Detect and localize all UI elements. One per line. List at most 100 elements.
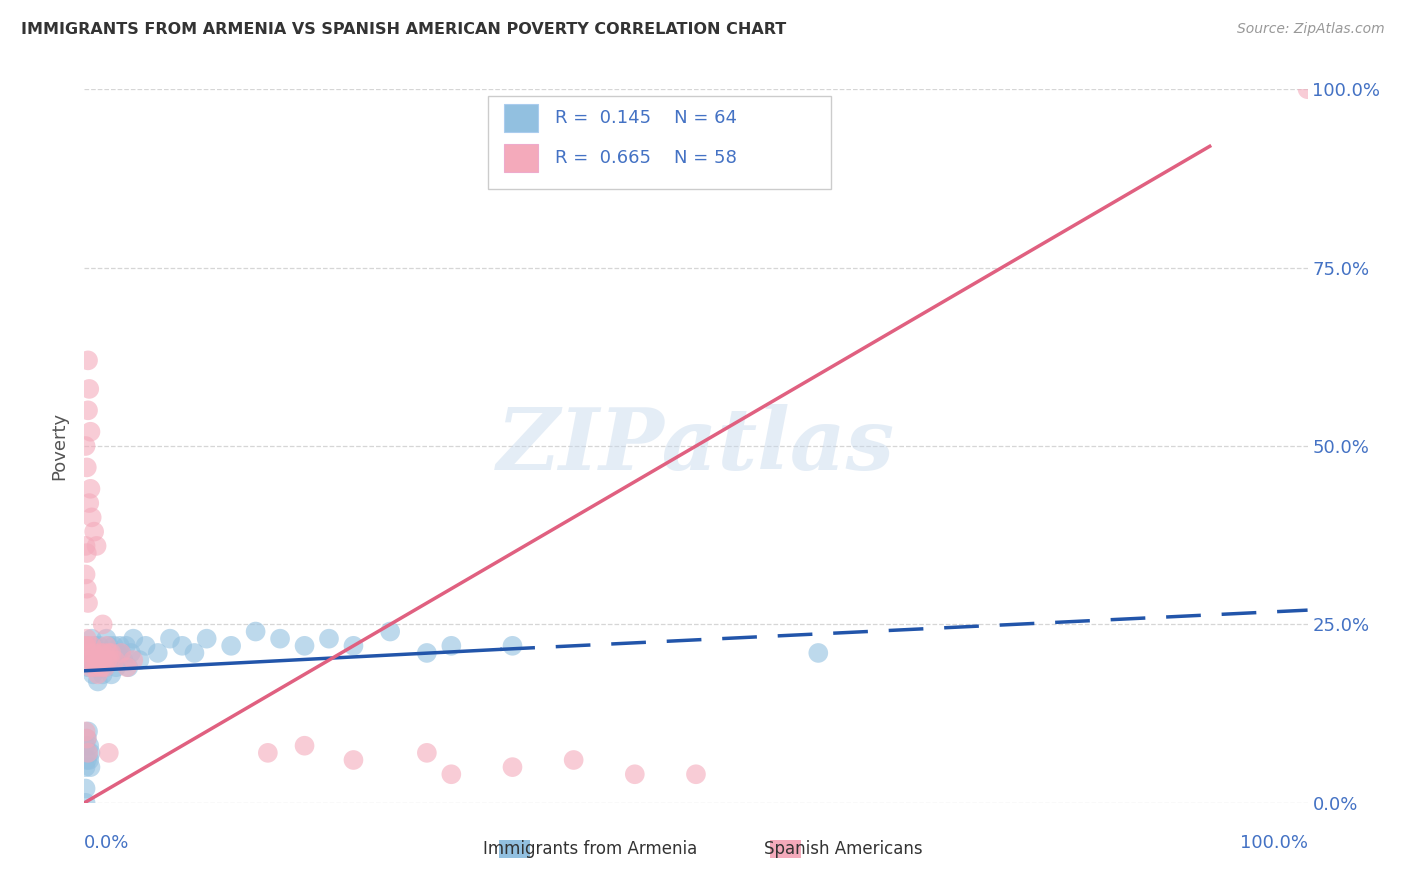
Point [98, 653, 121, 667]
Point [77, 596, 100, 610]
Point [76, 639, 98, 653]
Point [83, 524, 105, 539]
Point [82, 653, 104, 667]
Point [115, 639, 138, 653]
Point [112, 653, 135, 667]
Point [90, 660, 112, 674]
Point [77, 403, 100, 417]
Point [100, 667, 122, 681]
Point [117, 660, 139, 674]
Point [562, 753, 585, 767]
Point [75, 439, 97, 453]
Point [440, 639, 463, 653]
Y-axis label: Poverty: Poverty [51, 412, 69, 480]
Point [416, 746, 439, 760]
Point [97, 653, 120, 667]
Point [75, 796, 97, 810]
Point [624, 767, 647, 781]
Point [76, 460, 98, 475]
Point [79, 760, 101, 774]
Point [90, 646, 112, 660]
Point [110, 646, 132, 660]
Point [100, 646, 122, 660]
Point [79, 482, 101, 496]
Point [96, 632, 118, 646]
Point [93, 646, 115, 660]
Point [104, 646, 127, 660]
Point [80, 639, 103, 653]
Point [77, 353, 100, 368]
Point [105, 660, 128, 674]
Point [97, 639, 120, 653]
Point [135, 639, 157, 653]
Point [94, 660, 117, 674]
Point [195, 632, 218, 646]
Point [77, 746, 100, 760]
Point [86, 653, 108, 667]
Point [128, 653, 150, 667]
Text: IMMIGRANTS FROM ARMENIA VS SPANISH AMERICAN POVERTY CORRELATION CHART: IMMIGRANTS FROM ARMENIA VS SPANISH AMERI… [21, 22, 786, 37]
Point [122, 653, 145, 667]
Point [76, 753, 98, 767]
Point [89, 646, 111, 660]
Point [82, 667, 104, 681]
Point [77, 382, 100, 396]
Point [257, 746, 280, 760]
Point [1296, 82, 1319, 96]
Text: 0.0%: 0.0% [84, 834, 129, 852]
Point [77, 646, 100, 660]
Point [76, 546, 98, 560]
Text: R =  0.145    N = 64: R = 0.145 N = 64 [555, 109, 737, 127]
Point [115, 660, 138, 674]
Point [87, 667, 110, 681]
Text: Spanish Americans: Spanish Americans [765, 840, 922, 858]
Point [146, 646, 169, 660]
Point [416, 646, 439, 660]
Point [440, 767, 463, 781]
Bar [503, 103, 538, 132]
Point [96, 639, 118, 653]
Point [84, 660, 107, 674]
Point [245, 624, 267, 639]
Point [79, 660, 101, 674]
Point [91, 617, 114, 632]
Point [77, 660, 100, 674]
Point [76, 731, 98, 746]
Text: 100.0%: 100.0% [1240, 834, 1308, 852]
Point [502, 639, 524, 653]
Point [120, 646, 142, 660]
Point [294, 739, 316, 753]
Point [75, 639, 97, 653]
Point [75, 760, 97, 774]
Point [87, 653, 110, 667]
Point [80, 510, 103, 524]
Point [219, 639, 242, 653]
Point [342, 639, 364, 653]
Point [77, 753, 100, 767]
Point [76, 731, 98, 746]
Point [97, 653, 120, 667]
Point [87, 674, 110, 689]
Text: Immigrants from Armenia: Immigrants from Armenia [484, 840, 697, 858]
Point [77, 739, 100, 753]
Point [107, 653, 129, 667]
Point [122, 632, 145, 646]
Point [318, 632, 340, 646]
Bar [503, 145, 538, 172]
Point [79, 653, 101, 667]
Point [110, 646, 132, 660]
Point [77, 646, 100, 660]
Point [84, 660, 107, 674]
Point [183, 646, 205, 660]
Point [101, 653, 124, 667]
Point [91, 653, 114, 667]
Point [685, 767, 707, 781]
Point [75, 781, 97, 796]
Point [91, 667, 114, 681]
Point [77, 653, 100, 667]
Point [86, 653, 108, 667]
Text: R =  0.665    N = 58: R = 0.665 N = 58 [555, 150, 737, 168]
Point [76, 639, 98, 653]
Point [80, 632, 103, 646]
Point [108, 639, 131, 653]
